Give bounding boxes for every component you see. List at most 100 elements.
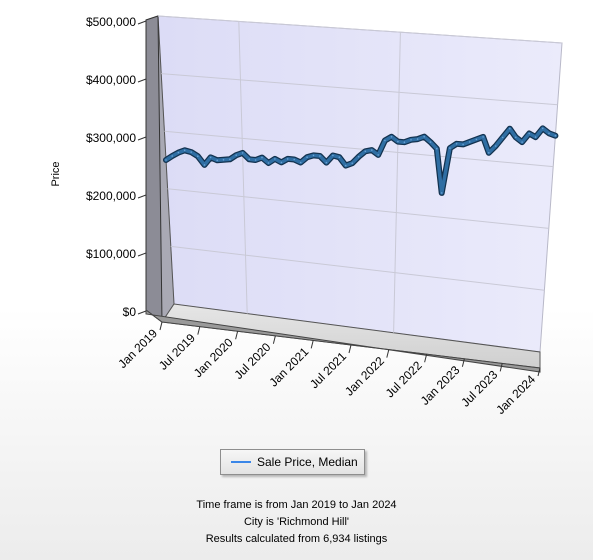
data-point xyxy=(319,155,321,157)
x-tick xyxy=(310,340,314,349)
x-gridline xyxy=(393,32,401,333)
data-point xyxy=(440,192,443,194)
data-point xyxy=(554,134,557,137)
legend: Sale Price, Median xyxy=(220,449,365,475)
data-point xyxy=(203,164,206,166)
y-tick-label: $300,000 xyxy=(86,131,136,145)
footer-notes: Time frame is from Jan 2019 to Jan 2024 … xyxy=(0,497,593,548)
data-point xyxy=(488,152,490,154)
x-tick xyxy=(424,354,428,363)
data-point xyxy=(293,158,296,161)
y-gridline xyxy=(170,245,545,291)
x-tick xyxy=(159,321,163,331)
footer-listings: Results calculated from 6,934 listings xyxy=(205,533,388,545)
x-tick xyxy=(235,331,239,340)
data-point xyxy=(299,161,302,164)
y-gridline xyxy=(157,15,563,44)
data-point xyxy=(475,138,478,141)
y-tick-label: $0 xyxy=(123,305,137,319)
y-tick xyxy=(137,136,147,141)
y-axis-title: Price xyxy=(50,161,62,186)
data-point xyxy=(534,136,537,138)
x-tick xyxy=(461,358,465,367)
y-tick-label: $400,000 xyxy=(86,73,136,87)
data-point xyxy=(332,154,334,157)
data-point xyxy=(325,161,328,164)
data-point xyxy=(548,132,550,135)
y-gridline xyxy=(161,73,558,106)
data-point xyxy=(384,139,386,142)
data-point xyxy=(416,138,419,140)
data-point xyxy=(183,149,186,152)
x-tick xyxy=(272,335,276,344)
gridlines xyxy=(157,15,563,333)
data-point xyxy=(344,164,347,167)
y-gridline xyxy=(167,188,549,229)
data-point xyxy=(209,156,212,159)
x-tick-label: Jan 2021 xyxy=(266,344,311,389)
data-point xyxy=(468,141,471,143)
data-point xyxy=(171,155,173,157)
data-point xyxy=(235,154,237,156)
footer-timeframe: Time frame is from Jan 2019 to Jan 2024 xyxy=(196,499,397,511)
y-tick xyxy=(137,310,147,315)
data-point xyxy=(364,150,367,153)
data-point xyxy=(515,136,517,139)
x-tick-label: Jan 2022 xyxy=(342,354,387,399)
series-layer xyxy=(163,125,559,196)
data-point xyxy=(229,158,231,161)
y-tick-label: $500,000 xyxy=(86,15,136,29)
data-point xyxy=(286,158,289,160)
x-gridline xyxy=(238,21,248,314)
data-point xyxy=(410,139,412,141)
x-tick xyxy=(537,367,541,377)
data-point xyxy=(501,136,504,139)
data-point xyxy=(197,155,199,157)
data-point xyxy=(280,161,283,164)
data-point xyxy=(390,136,393,138)
data-point xyxy=(306,156,308,158)
data-point xyxy=(397,140,399,143)
back-wall xyxy=(157,15,563,353)
data-point xyxy=(449,147,451,149)
data-point xyxy=(267,162,270,164)
data-point xyxy=(494,145,497,147)
chart-walls xyxy=(145,15,563,373)
data-point xyxy=(521,141,523,143)
y-tick-label: $200,000 xyxy=(86,189,136,203)
footer-city: City is 'Richmond Hill' xyxy=(243,516,350,528)
data-point xyxy=(248,158,250,161)
x-tick xyxy=(386,349,390,358)
data-point xyxy=(482,136,484,138)
x-tick xyxy=(197,326,201,335)
data-point xyxy=(254,159,257,161)
x-tick xyxy=(348,344,352,354)
data-point xyxy=(357,155,360,158)
x-tick-label: Jan 2024 xyxy=(493,372,538,417)
data-point xyxy=(541,127,544,130)
x-tick-label: Jul 2019 xyxy=(156,331,198,373)
data-point xyxy=(429,141,432,143)
data-point xyxy=(241,152,244,154)
legend-swatch xyxy=(231,461,251,463)
data-point xyxy=(509,127,511,130)
y-gridline xyxy=(164,130,554,168)
y-tick xyxy=(137,20,147,25)
data-point xyxy=(371,149,373,151)
data-point xyxy=(261,156,263,159)
y-tick xyxy=(137,194,147,199)
data-point xyxy=(423,135,426,138)
data-point xyxy=(528,132,530,135)
legend-label: Sale Price, Median xyxy=(257,455,358,469)
data-point xyxy=(222,159,225,161)
y-tick xyxy=(137,78,147,83)
data-point xyxy=(377,154,380,156)
data-point xyxy=(190,151,192,153)
x-tick-label: Jul 2022 xyxy=(383,358,425,400)
data-point xyxy=(436,147,438,150)
data-point xyxy=(177,151,180,154)
x-tick-label: Jan 2020 xyxy=(191,335,236,380)
x-tick-label: Jul 2023 xyxy=(458,367,500,409)
data-point xyxy=(165,159,167,161)
data-point xyxy=(455,143,458,145)
